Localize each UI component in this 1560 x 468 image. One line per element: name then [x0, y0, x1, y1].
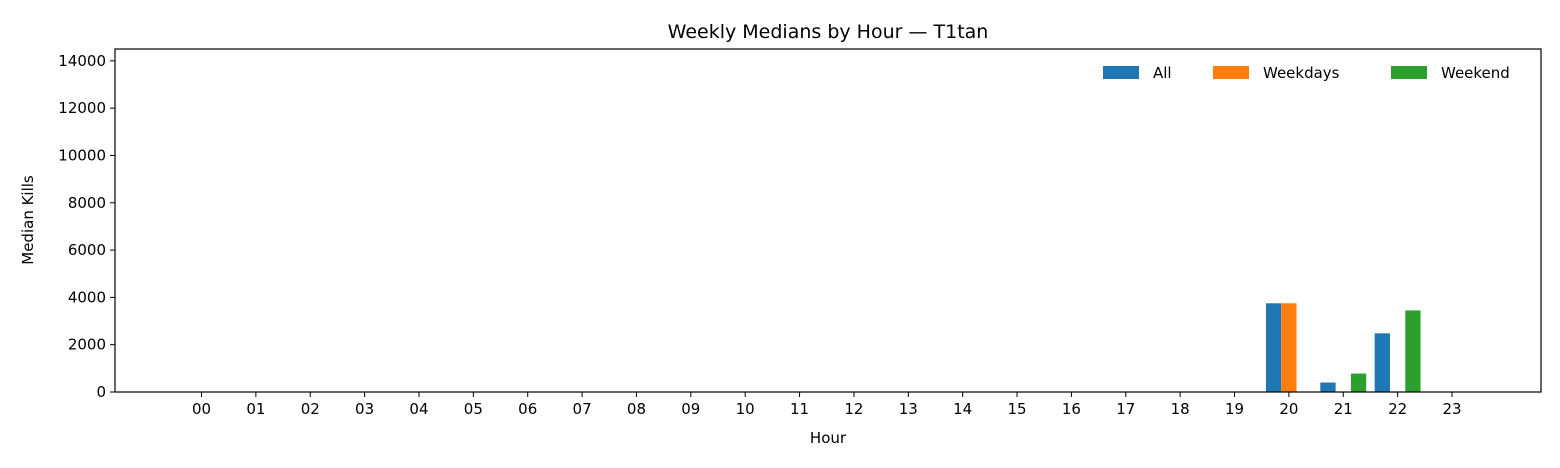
x-tick-label: 00	[192, 400, 211, 418]
x-tick-label: 14	[953, 400, 972, 418]
x-axis: 00 01 02 03 04 05 06 07 08 09 10 11 12 13 14 15 16 17 18 19…	[192, 392, 1462, 418]
y-tick-label: 14000	[58, 52, 106, 70]
y-axis: 0 2000 4000 6000 8000 10000 12000 14000	[58, 52, 115, 401]
x-tick-label: 13	[899, 400, 918, 418]
legend-swatch-weekend	[1391, 66, 1427, 79]
x-tick-label: 09	[681, 400, 700, 418]
legend-swatch-weekdays	[1213, 66, 1249, 79]
x-tick-label: 06	[518, 400, 537, 418]
x-tick-label: 11	[790, 400, 809, 418]
y-tick-label: 4000	[68, 288, 106, 306]
x-tick-label: 20	[1279, 400, 1298, 418]
y-tick-label: 8000	[68, 194, 106, 212]
legend-label-weekdays: Weekdays	[1263, 64, 1340, 82]
x-axis-label: Hour	[810, 429, 847, 447]
bar-weekend-21	[1350, 373, 1367, 392]
x-tick-label: 07	[573, 400, 592, 418]
x-tick-label: 03	[355, 400, 374, 418]
x-tick-label: 16	[1062, 400, 1081, 418]
legend: All Weekdays Weekend	[1103, 64, 1510, 82]
x-tick-label: 18	[1171, 400, 1190, 418]
x-tick-label: 17	[1116, 400, 1135, 418]
bar-all-22	[1374, 333, 1390, 392]
y-axis-label: Median Kills	[19, 175, 37, 265]
bars-group	[1265, 303, 1421, 392]
x-tick-label: 10	[736, 400, 755, 418]
x-tick-label: 05	[464, 400, 483, 418]
x-tick-label: 15	[1007, 400, 1026, 418]
x-tick-label: 21	[1334, 400, 1353, 418]
x-tick-label: 22	[1388, 400, 1407, 418]
y-tick-label: 10000	[58, 146, 106, 164]
x-tick-label: 01	[246, 400, 265, 418]
bar-weekdays-20	[1281, 303, 1297, 392]
x-tick-label: 12	[844, 400, 863, 418]
y-tick-label: 0	[96, 383, 106, 401]
x-tick-label: 23	[1442, 400, 1461, 418]
legend-label-all: All	[1153, 64, 1172, 82]
bar-all-21	[1320, 382, 1336, 392]
y-tick-label: 6000	[68, 241, 106, 259]
x-tick-label: 02	[301, 400, 320, 418]
bar-all-20	[1265, 303, 1282, 392]
x-tick-label: 04	[409, 400, 428, 418]
legend-swatch-all	[1103, 66, 1139, 79]
y-tick-label: 2000	[68, 336, 106, 354]
bar-weekend-22	[1405, 310, 1421, 392]
chart-title: Weekly Medians by Hour — T1tan	[668, 21, 989, 43]
legend-label-weekend: Weekend	[1441, 64, 1510, 82]
plot-frame	[114, 48, 1542, 393]
x-tick-label: 08	[627, 400, 646, 418]
y-tick-label: 12000	[58, 99, 106, 117]
x-tick-label: 19	[1225, 400, 1244, 418]
